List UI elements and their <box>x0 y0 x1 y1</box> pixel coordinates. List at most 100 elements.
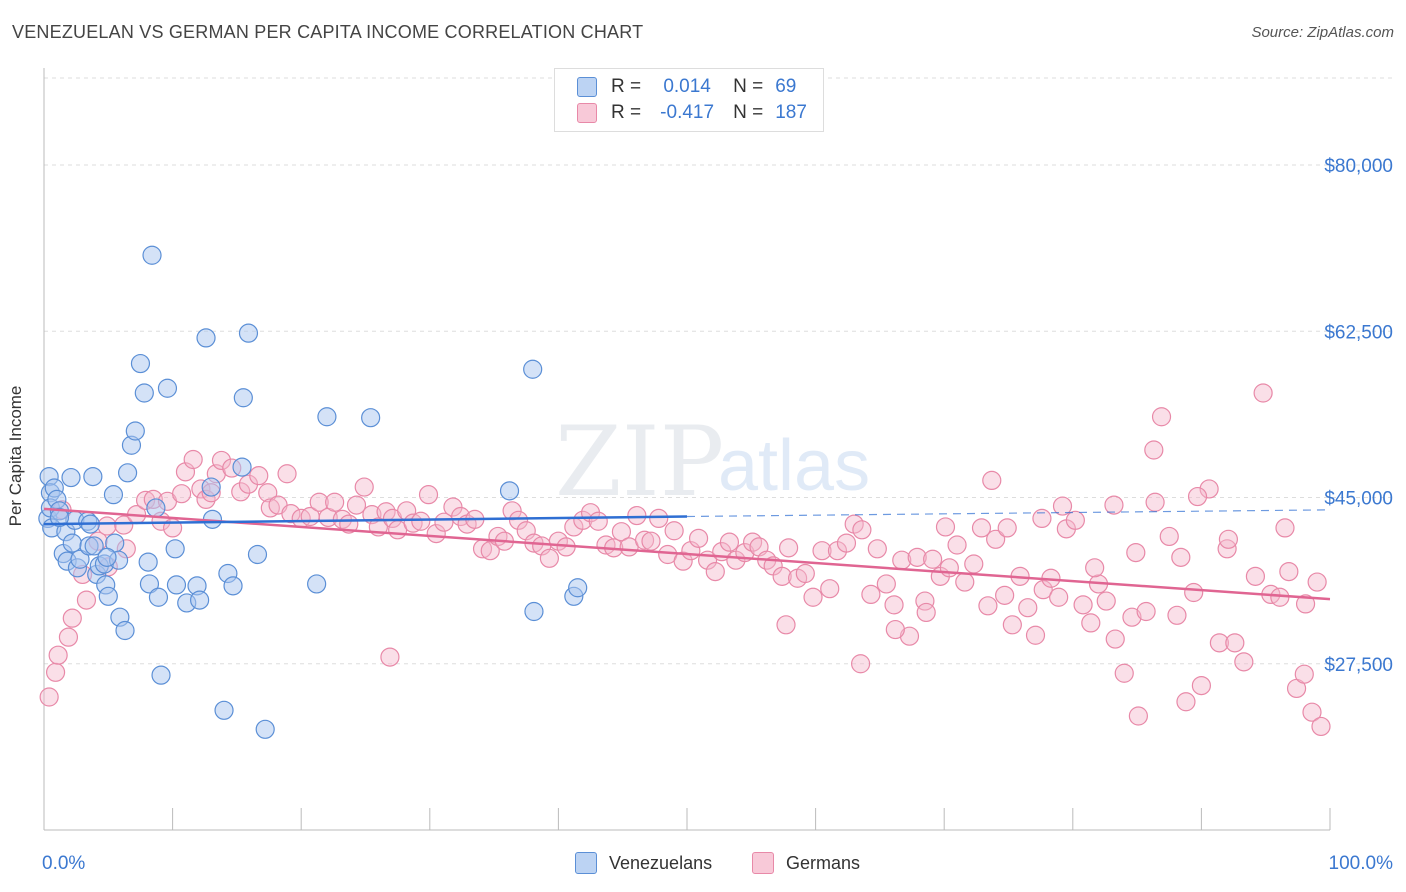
german-point <box>1151 407 1172 427</box>
german-point <box>836 533 857 553</box>
venezuelan-point <box>134 383 154 403</box>
legend-row-germans: R = -0.417 N = 187 <box>577 100 807 126</box>
german-point <box>1052 496 1073 516</box>
venezuelan-point <box>138 552 158 572</box>
german-point <box>803 587 823 607</box>
watermark-atlas: atlas <box>718 426 870 506</box>
source-label: Source: ZipAtlas.com <box>1251 24 1394 41</box>
german-point <box>418 485 439 505</box>
bottom-legend-germans: Germans <box>752 852 860 874</box>
x-tick-label: 0.0% <box>42 853 85 874</box>
german-point <box>1018 598 1038 618</box>
german-point <box>1145 492 1165 512</box>
venezuelan-point <box>61 467 81 488</box>
german-point <box>851 654 871 674</box>
venezuelan-point <box>97 547 117 567</box>
y-tick-label: $27,500 <box>1324 655 1393 676</box>
venezuelan-point <box>117 463 138 483</box>
venezuelan-point <box>151 665 171 685</box>
german-point <box>1144 440 1164 460</box>
german-point <box>795 563 815 584</box>
venezuelan-legend-swatch <box>575 852 597 874</box>
venezuelan-point <box>166 575 187 595</box>
german-point <box>664 521 684 541</box>
german-point <box>231 482 251 502</box>
venezuelan-point <box>157 378 178 398</box>
venezuelan-point <box>568 578 588 598</box>
venezuelan-point <box>196 328 216 348</box>
german-point <box>1033 580 1053 600</box>
r-label: R = <box>611 102 642 123</box>
german-point <box>820 579 840 599</box>
german-point <box>62 608 82 628</box>
german-point <box>1176 692 1196 712</box>
german-point <box>325 492 345 512</box>
german-point <box>211 450 232 471</box>
y-tick-label: $80,000 <box>1324 156 1393 177</box>
german-point <box>1302 702 1322 722</box>
venezuelan-point <box>190 590 210 610</box>
venezuelan-point <box>238 323 259 343</box>
german-point <box>634 530 655 550</box>
german-trend-line <box>43 507 1331 601</box>
venezuelan-n-value: 69 <box>775 76 797 97</box>
german-point <box>39 687 59 707</box>
german-point <box>539 548 559 568</box>
venezuelan-point <box>83 467 103 487</box>
venezuelan-point <box>214 700 234 720</box>
tick-labels: $27,500 $45,000 $62,500 $80,000 0.0% 100.0% <box>42 156 1393 874</box>
venezuelan-point <box>307 574 327 594</box>
german-point <box>1275 518 1295 538</box>
german-point <box>705 561 725 582</box>
german-point <box>1114 663 1134 683</box>
venezuelan-r-value: 0.014 <box>663 76 711 97</box>
watermark: ZIP atlas <box>555 406 870 518</box>
y-tick-label: $62,500 <box>1324 322 1393 343</box>
venezuelan-point <box>233 388 253 408</box>
german-point <box>258 483 278 503</box>
german-point <box>778 538 799 558</box>
german-point <box>673 551 693 571</box>
bottom-legend: Venezuelans Germans <box>0 852 1406 876</box>
german-point <box>884 595 904 615</box>
german-point <box>183 449 203 470</box>
german-point <box>1136 601 1156 622</box>
venezuelan-point <box>148 587 169 607</box>
german-point <box>982 470 1002 490</box>
german-point <box>923 549 943 569</box>
n-label: N = <box>733 76 764 97</box>
venezuelan-point <box>62 533 82 553</box>
venezuelan-trend-extension <box>686 509 1331 518</box>
legend-row-venezuelans: R = 0.014 N = 69 <box>577 74 796 100</box>
venezuelan-points <box>38 245 588 739</box>
venezuelan-point <box>524 601 544 622</box>
r-label: R = <box>611 76 642 97</box>
german-point <box>1218 529 1239 549</box>
german-point <box>955 572 975 592</box>
german-point <box>1311 716 1331 737</box>
venezuelan-point <box>142 245 162 265</box>
watermark-zip: ZIP <box>555 406 724 518</box>
german-point <box>861 584 881 605</box>
venezuelan-point <box>223 576 243 596</box>
venezuelan-point <box>115 620 135 641</box>
german-legend-label: Germans <box>786 852 861 873</box>
german-point <box>1085 558 1105 578</box>
german-point <box>426 523 446 544</box>
german-point <box>1002 615 1022 635</box>
german-point <box>380 647 400 667</box>
n-label: N = <box>733 102 764 123</box>
german-point <box>48 645 68 665</box>
venezuelan-point <box>523 359 543 379</box>
german-point <box>995 585 1015 605</box>
german-point <box>1245 566 1266 586</box>
german-point <box>1225 633 1245 653</box>
y-tick-label: $45,000 <box>1324 489 1393 510</box>
venezuelan-point <box>317 407 337 427</box>
german-point <box>1279 561 1299 582</box>
venezuelan-point <box>165 539 185 559</box>
german-point <box>1187 486 1208 507</box>
german-point <box>588 511 608 531</box>
german-point <box>916 602 936 623</box>
